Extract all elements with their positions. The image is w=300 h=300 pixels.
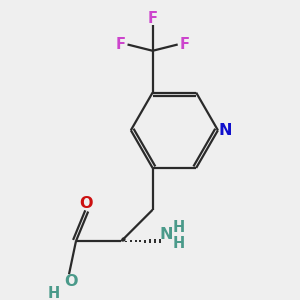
Text: O: O (80, 196, 93, 211)
Text: F: F (116, 37, 126, 52)
Text: H: H (47, 286, 59, 300)
Text: H: H (172, 236, 185, 251)
Text: O: O (64, 274, 77, 289)
Text: H: H (172, 220, 185, 236)
Text: F: F (148, 11, 158, 26)
Text: N: N (159, 227, 172, 242)
Text: F: F (180, 37, 190, 52)
Text: N: N (219, 123, 232, 138)
